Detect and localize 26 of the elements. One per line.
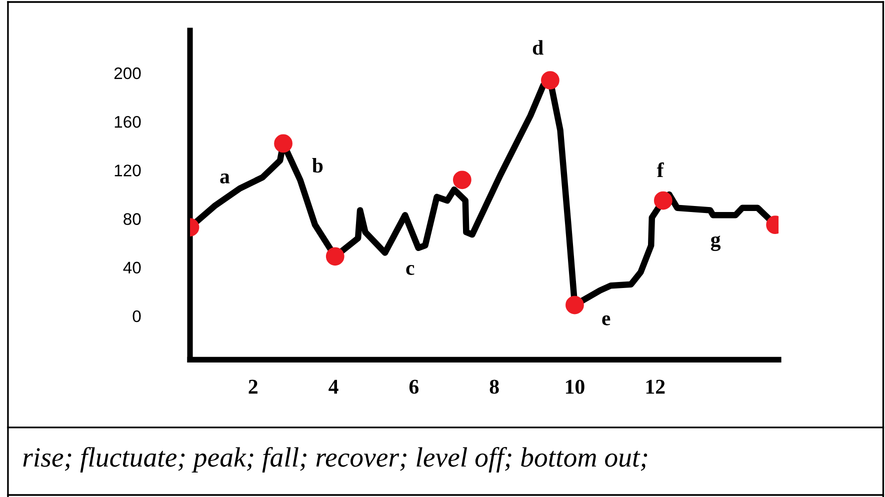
x-tick-label: 4 bbox=[328, 380, 338, 394]
annotation: g bbox=[710, 236, 721, 251]
annotation: d bbox=[532, 40, 544, 55]
y-tick-label: 200 bbox=[114, 67, 141, 80]
y-tick-label: 160 bbox=[114, 116, 141, 128]
point bbox=[541, 71, 560, 90]
annotation: e bbox=[602, 315, 610, 326]
x-tick-label: 8 bbox=[490, 380, 499, 394]
point bbox=[566, 296, 584, 314]
annotation: a bbox=[220, 174, 230, 184]
point bbox=[326, 247, 344, 266]
point bbox=[654, 191, 672, 210]
x-tick-label: 12 bbox=[646, 380, 665, 394]
text: rise; fluctuate; peak; fall; recover; level off; bottom out; bbox=[23, 446, 648, 472]
x-tick-label: 6 bbox=[409, 380, 419, 394]
annotation: c bbox=[406, 264, 414, 276]
y-tick-label: 120 bbox=[114, 164, 141, 176]
point bbox=[274, 134, 292, 153]
x-tick-label: 2 bbox=[248, 380, 258, 394]
annotation: f bbox=[656, 162, 664, 178]
y-tick-label: 0 bbox=[132, 310, 141, 322]
x-tick-label: 10 bbox=[566, 380, 584, 394]
y-tick-label: 40 bbox=[123, 262, 141, 274]
y-tick-label: 80 bbox=[124, 213, 141, 225]
point bbox=[452, 170, 472, 190]
annotation: b bbox=[312, 158, 323, 173]
